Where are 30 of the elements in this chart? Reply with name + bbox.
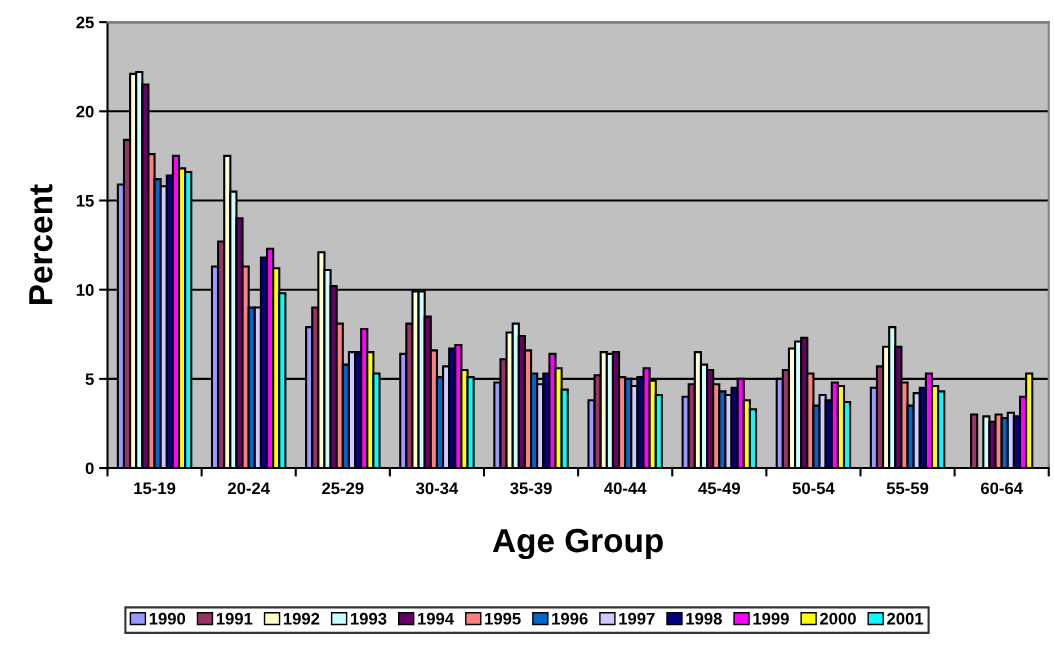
legend-label: 1995 (485, 612, 521, 625)
y-tick-label: 15 (76, 195, 94, 207)
legend-label: 1998 (686, 612, 722, 625)
x-tick-label: 45-49 (698, 482, 740, 495)
x-tick-label: 35-39 (510, 482, 552, 495)
x-tick-label: 40-44 (604, 482, 647, 495)
y-tick-label: 5 (85, 373, 94, 386)
legend-label: 1994 (418, 612, 455, 625)
y-axis-title: Percent (29, 184, 53, 305)
legend-label: 1996 (552, 612, 588, 625)
x-tick-label: 55-59 (886, 482, 929, 495)
legend-label: 1999 (753, 612, 789, 625)
legend-label: 1992 (283, 612, 320, 625)
y-tick-label: 10 (76, 284, 94, 296)
y-tick-label: 0 (85, 462, 94, 475)
y-tick-label: 20 (76, 105, 94, 118)
legend-label: 1990 (149, 612, 186, 625)
y-tick-label: 25 (76, 16, 94, 29)
x-tick-label: 60-64 (980, 482, 1023, 495)
legend-label: 2000 (820, 612, 856, 625)
x-tick-label: 30-34 (416, 482, 459, 495)
legend-label: 2001 (887, 612, 924, 625)
x-tick-label: 50-54 (792, 482, 835, 495)
x-tick-label: 20-24 (227, 482, 270, 495)
legend-label: 1993 (351, 612, 387, 625)
legend-label: 1997 (619, 612, 655, 625)
x-tick-label: 25-29 (322, 482, 364, 495)
legend-label: 1991 (216, 612, 253, 625)
x-tick-label: 15-19 (134, 482, 176, 495)
x-axis-title: Age Group (492, 528, 663, 560)
